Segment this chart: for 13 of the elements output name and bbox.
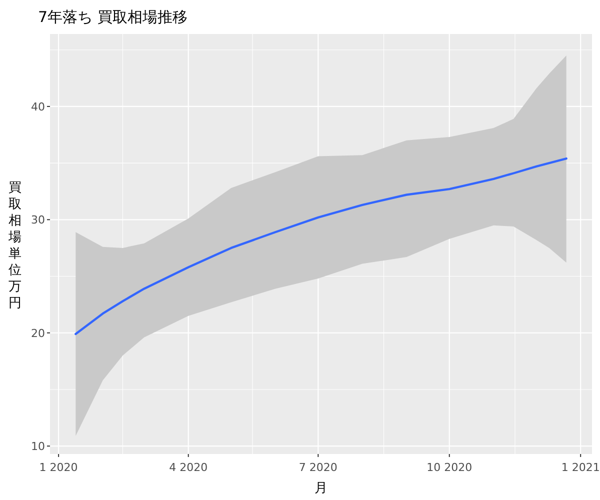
line-series xyxy=(74,157,568,336)
x-axis-title: 月 xyxy=(314,481,328,496)
y-tick-label: 40 xyxy=(31,100,45,114)
y-axis-title: 買取相場単位万円 xyxy=(8,180,22,311)
x-tick-label: 7 2020 xyxy=(298,461,338,474)
x-tick-label: 10 2020 xyxy=(426,461,472,474)
x-tick-label: 1 2020 xyxy=(39,461,78,474)
y-tick-label: 10 xyxy=(31,440,45,454)
y-tick-label: 30 xyxy=(31,214,45,227)
chart-title: 7年落ち 買取相場推移 xyxy=(38,8,188,26)
x-tick-label: 4 2020 xyxy=(169,461,208,474)
y-tick-label: 20 xyxy=(31,326,45,340)
x-tick-label: 1 2021 xyxy=(561,461,600,474)
